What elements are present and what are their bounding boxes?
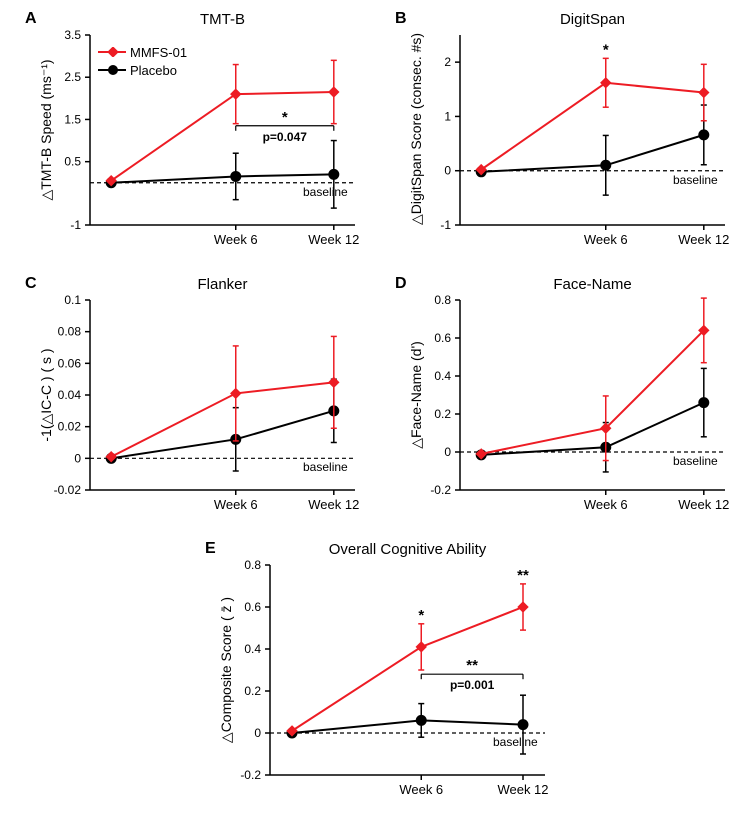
x-tick-label: Week 6 [206, 497, 266, 512]
x-tick-label: Week 6 [576, 232, 636, 247]
svg-text:2: 2 [444, 55, 451, 69]
svg-text:*: * [418, 607, 424, 624]
svg-text:0.4: 0.4 [434, 369, 451, 383]
svg-text:0: 0 [254, 726, 261, 740]
svg-text:-0.2: -0.2 [430, 483, 451, 497]
svg-text:0.6: 0.6 [434, 331, 451, 345]
panel-title: Overall Cognitive Ability [270, 541, 545, 558]
plot-svg: -0.2 0 0.2 0.4 0.6 0.8 [390, 270, 740, 525]
baseline-label: baseline [303, 185, 348, 199]
x-tick-label: Week 12 [674, 232, 734, 247]
svg-text:1.5: 1.5 [64, 112, 81, 126]
panel-C: C Flanker -1(△IC-C ) ( s )-0.02 0 0.02 0.04 0.… [20, 270, 370, 525]
svg-text:-1: -1 [70, 218, 81, 232]
panel-B: BDigitSpan△DigitSpan Score (consec. #s)-… [390, 5, 740, 260]
baseline-label: baseline [303, 460, 348, 474]
svg-text:0.4: 0.4 [244, 642, 261, 656]
y-axis-label: -1(△IC-C ) ( s ) [38, 300, 55, 490]
svg-text:0.08: 0.08 [58, 325, 82, 339]
svg-text:**: ** [466, 657, 478, 674]
panel-label: D [395, 275, 407, 293]
svg-text:p=0.001: p=0.001 [450, 678, 495, 692]
panel-E: E Overall Cognitive Ability △Composite Sco… [200, 535, 560, 810]
legend-placebo-label: Placebo [130, 63, 177, 78]
svg-text:0.2: 0.2 [244, 684, 261, 698]
plot-svg: -0.02 0 0.02 0.04 0.06 0.08 0.1 [20, 270, 370, 525]
x-tick-label: Week 12 [304, 497, 364, 512]
y-axis-label: △Face-Name (d') [408, 300, 425, 490]
panel-label: B [395, 10, 407, 28]
panel-label: A [25, 10, 37, 28]
svg-text:-0.2: -0.2 [240, 768, 261, 782]
svg-text:0: 0 [444, 445, 451, 459]
panel-title: TMT-B [90, 11, 355, 28]
x-tick-label: Week 6 [206, 232, 266, 247]
svg-text:*: * [282, 109, 288, 126]
x-tick-label: Week 6 [391, 782, 451, 797]
svg-text:*: * [603, 41, 609, 58]
panel-A: A TMT-B △TMT-B Speed (ms⁻¹) -1 0.5 1.5 2.5 3.5 *… [20, 5, 370, 260]
legend-placebo: Placebo [98, 61, 187, 79]
svg-text:2.5: 2.5 [64, 70, 81, 84]
svg-text:-1: -1 [440, 218, 451, 232]
legend-treatment-label: MMFS-01 [130, 45, 187, 60]
y-axis-label: △DigitSpan Score (consec. #s) [408, 35, 425, 225]
plot-svg: -1 0 1 2 * [390, 5, 740, 260]
svg-text:0.8: 0.8 [434, 293, 451, 307]
panel-title: Flanker [90, 276, 355, 293]
panel-title: DigitSpan [460, 11, 725, 28]
baseline-label: baseline [673, 173, 718, 187]
svg-text:0.8: 0.8 [244, 558, 261, 572]
y-axis-label: △TMT-B Speed (ms⁻¹) [38, 35, 55, 225]
svg-text:0.02: 0.02 [58, 420, 82, 434]
x-tick-label: Week 12 [493, 782, 553, 797]
svg-text:0: 0 [444, 164, 451, 178]
panel-title: Face-Name [460, 276, 725, 293]
svg-text:-0.02: -0.02 [54, 483, 82, 497]
svg-text:3.5: 3.5 [64, 28, 81, 42]
svg-text:0.2: 0.2 [434, 407, 451, 421]
x-tick-label: Week 12 [304, 232, 364, 247]
y-axis-label: △Composite Score ( z̄ ) [218, 565, 235, 775]
svg-text:0.04: 0.04 [58, 388, 82, 402]
baseline-label: baseline [493, 735, 538, 749]
panel-label: C [25, 275, 37, 293]
svg-text:0.06: 0.06 [58, 356, 82, 370]
baseline-label: baseline [673, 454, 718, 468]
svg-text:0.1: 0.1 [64, 293, 81, 307]
panel-D: D Face-Name △Face-Name (d') -0.2 0 0.2 0.4 0.6 0… [390, 270, 740, 525]
x-tick-label: Week 6 [576, 497, 636, 512]
x-tick-label: Week 12 [674, 497, 734, 512]
legend: MMFS-01 Placebo [98, 43, 187, 79]
figure-container: A TMT-B △TMT-B Speed (ms⁻¹) -1 0.5 1.5 2.5 3.5 *… [0, 0, 750, 819]
panel-label: E [205, 540, 216, 558]
svg-text:**: ** [517, 567, 529, 584]
svg-text:p=0.047: p=0.047 [263, 130, 308, 144]
svg-text:1: 1 [444, 109, 451, 123]
svg-text:0: 0 [74, 451, 81, 465]
svg-text:0.6: 0.6 [244, 600, 261, 614]
svg-text:0.5: 0.5 [64, 155, 81, 169]
legend-treatment: MMFS-01 [98, 43, 187, 61]
plot-svg: -1 0.5 1.5 2.5 3.5 * p=0.047 [20, 5, 370, 260]
plot-svg: -0.200.20.40.60.8**p=0.001*** [200, 535, 560, 810]
